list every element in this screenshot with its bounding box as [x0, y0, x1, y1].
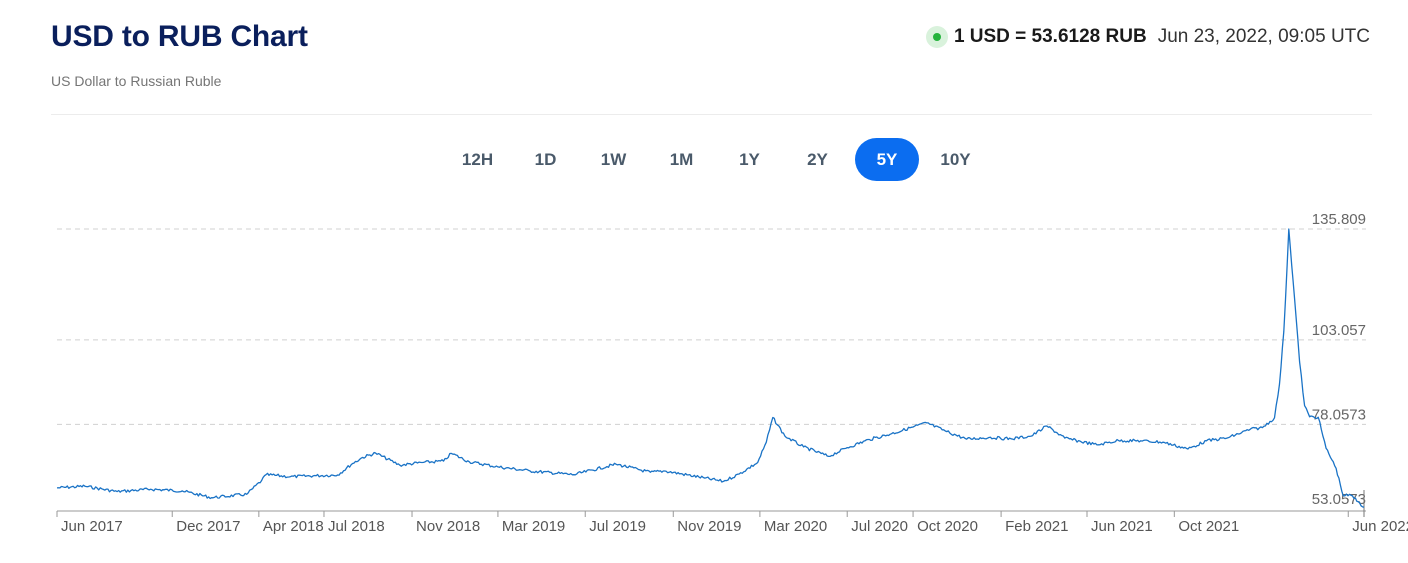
x-tick-label: Jul 2018 — [328, 518, 385, 535]
period-button-10y[interactable]: 10Y — [940, 149, 971, 169]
x-tick-label: Oct 2020 — [917, 518, 978, 535]
x-tick-label: Oct 2021 — [1178, 518, 1239, 535]
x-tick-label: Mar 2020 — [764, 518, 827, 535]
header-divider — [51, 114, 1372, 115]
x-tick-label: Jun 2022 — [1352, 518, 1408, 535]
x-tick-label: Jul 2020 — [851, 518, 908, 535]
rate-timestamp: Jun 23, 2022, 09:05 UTC — [1157, 26, 1370, 47]
y-tick-label: 53.0573 — [1312, 491, 1366, 508]
period-button-1y[interactable]: 1Y — [739, 149, 760, 169]
x-tick-label: Nov 2018 — [416, 518, 480, 535]
period-button-1m[interactable]: 1M — [669, 149, 694, 169]
y-tick-label: 78.0573 — [1312, 406, 1366, 423]
x-tick-label: Feb 2021 — [1005, 518, 1068, 535]
period-selector: 12H 1D 1W 1M 1Y 2Y 5Y 10Y — [444, 138, 990, 181]
rate-value: 1 USD = 53.6128 RUB — [953, 26, 1147, 47]
y-tick-label: 135.809 — [1312, 211, 1366, 228]
y-tick-label: 103.057 — [1312, 322, 1366, 339]
page-subtitle: US Dollar to Russian Ruble — [51, 73, 222, 89]
period-button-2y[interactable]: 2Y — [807, 149, 828, 169]
x-tick-label: Nov 2019 — [677, 518, 741, 535]
x-tick-label: Jun 2021 — [1091, 518, 1153, 535]
period-button-5y[interactable]: 5Y — [855, 138, 919, 181]
page-title: USD to RUB Chart — [51, 20, 308, 53]
current-rate: 1 USD = 53.6128 RUB Jun 23, 2022, 09:05 … — [925, 26, 1370, 48]
period-button-1w[interactable]: 1W — [600, 149, 627, 169]
live-status-icon — [925, 26, 948, 48]
x-tick-label: Jul 2019 — [589, 518, 646, 535]
period-button-1d[interactable]: 1D — [534, 149, 557, 169]
x-tick-label: Mar 2019 — [502, 518, 565, 535]
x-tick-label: Jun 2017 — [61, 518, 123, 535]
x-tick-label: Dec 2017 — [176, 518, 240, 535]
x-tick-label: Apr 2018 — [263, 518, 324, 535]
period-button-12h[interactable]: 12H — [461, 149, 494, 169]
series-line-usd-rub — [56, 228, 1365, 508]
